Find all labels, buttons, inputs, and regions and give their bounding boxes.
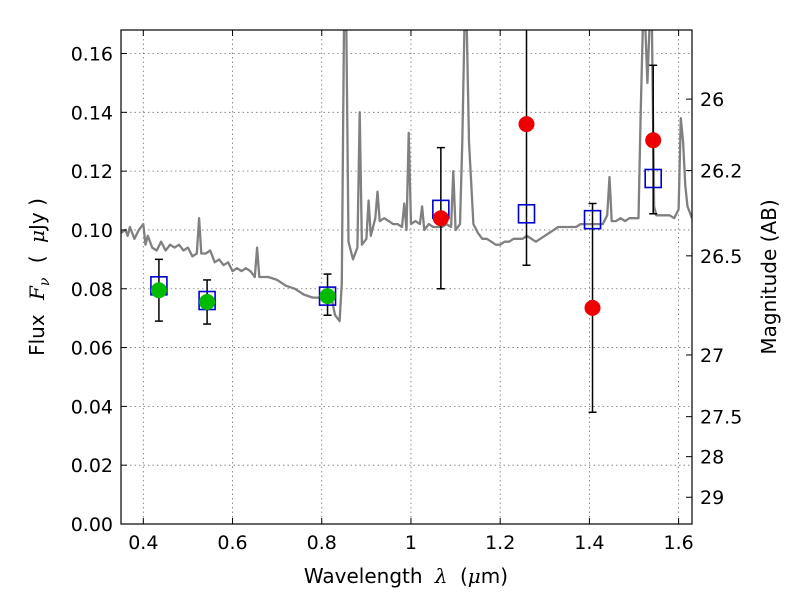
y-axis-label-subscript: ν <box>37 277 53 286</box>
x-tick-label: 0.4 <box>128 532 158 554</box>
y-tick-label: 0.08 <box>71 279 113 301</box>
right-axis-label: Magnitude (AB) <box>757 199 781 354</box>
model-spectrum-line <box>121 30 692 323</box>
model-spectrum <box>121 30 692 323</box>
model-photometry-square <box>644 168 662 189</box>
observed-green-point <box>319 288 336 305</box>
x-tick-label: 0.6 <box>217 532 247 554</box>
data-markers <box>150 116 662 316</box>
right-tick-label: 26.5 <box>700 246 742 268</box>
y-tick-label: 0.06 <box>71 338 113 360</box>
x-tick-label: 0.8 <box>307 532 337 554</box>
y-axis-ticks: 0.00 0.02 0.04 0.06 0.08 0.10 0.12 0.14 0.16 <box>71 44 127 536</box>
x-tick-label: 1.6 <box>664 532 694 554</box>
x-axis-label: Wavelength λ (μm) <box>304 564 508 588</box>
y-axis-label: Flux Fν ( μJy ) <box>25 198 54 356</box>
x-axis-ticks: 0.4 0.6 0.8 1 1.2 1.4 1.6 <box>128 30 694 554</box>
x-axis-label-unit: m) <box>481 564 508 588</box>
observed-green-point <box>199 293 216 310</box>
x-axis-label-text: Wavelength <box>304 564 423 588</box>
plot-frame <box>120 29 693 525</box>
y-axis-label-open: ( <box>25 255 49 263</box>
observed-red-point <box>518 116 535 133</box>
y-axis-label-mu: μ <box>25 230 49 243</box>
y-tick-label: 0.12 <box>71 161 113 183</box>
x-tick-label: 1.4 <box>574 532 604 554</box>
observed-green-point <box>150 282 167 299</box>
right-tick-label: 26 <box>700 89 724 111</box>
model-photometry-square <box>583 209 602 230</box>
y-axis-label-unit: Jy ) <box>25 198 49 232</box>
x-axis-label-open: ( <box>460 564 468 588</box>
x-axis-label-symbol: λ <box>434 564 448 588</box>
y-tick-label: 0.16 <box>71 44 113 66</box>
y-axis-label-symbol: F <box>25 285 49 301</box>
right-tick-label: 26.2 <box>700 161 742 183</box>
right-axis-ticks: 26 26.2 26.5 27 27.5 28 29 <box>686 89 742 509</box>
y-tick-label: 0.04 <box>71 396 113 418</box>
model-photometry-square <box>517 203 536 224</box>
x-tick-label: 1.2 <box>485 532 515 554</box>
x-axis-label-mu: μ <box>468 564 481 588</box>
right-tick-label: 27.5 <box>700 407 742 429</box>
plot-background <box>121 30 692 524</box>
observed-red-point <box>432 210 449 227</box>
y-axis-label-text: Flux <box>25 314 49 356</box>
observed-red-point <box>584 299 601 316</box>
right-tick-label: 29 <box>700 487 724 509</box>
right-tick-label: 28 <box>700 447 724 469</box>
y-tick-label: 0.10 <box>71 220 113 242</box>
right-tick-label: 27 <box>700 345 724 367</box>
x-tick-label: 1 <box>405 532 417 554</box>
y-tick-label: 0.00 <box>71 514 113 536</box>
observed-red-point <box>645 132 662 149</box>
y-tick-label: 0.14 <box>71 102 113 124</box>
y-tick-label: 0.02 <box>71 455 113 477</box>
